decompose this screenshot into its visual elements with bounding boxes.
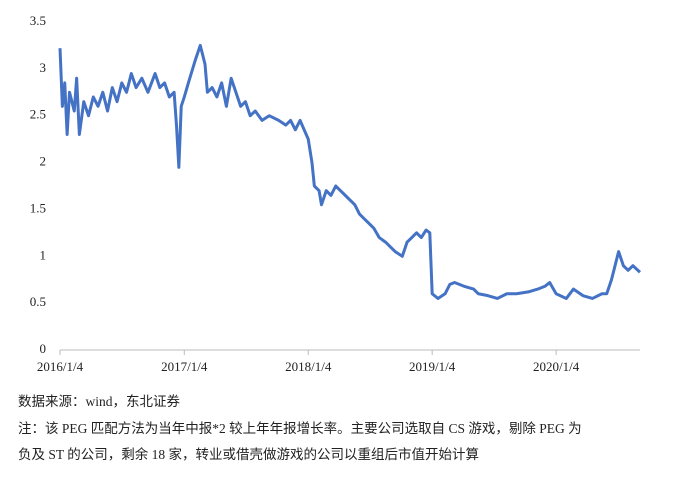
x-tick-label: 2016/1/4: [37, 359, 84, 374]
y-tick-label: 1.5: [30, 200, 46, 215]
y-tick-label: 2.5: [30, 107, 46, 122]
x-tick-label: 2020/1/4: [533, 359, 580, 374]
note: 负及 ST 的公司，剩余 18 家，转业或借壳做游戏的公司以重组后市值开始计算: [18, 446, 479, 462]
note: 注：该 PEG 匹配方法为当年中报*2 较上年年报增长率。主要公司选取自 CS …: [18, 420, 582, 436]
x-tick-label: 2017/1/4: [161, 359, 208, 374]
y-tick-label: 1: [40, 247, 47, 262]
y-tick-label: 3: [40, 60, 47, 75]
y-tick-label: 3.5: [30, 13, 46, 28]
x-tick-label: 2018/1/4: [285, 359, 332, 374]
y-tick-label: 2: [40, 154, 47, 169]
y-tick-label: 0.5: [30, 294, 46, 309]
line: [58, 43, 642, 300]
y-tick-label: 0: [40, 341, 47, 356]
x-tick-label: 2019/1/4: [409, 359, 456, 374]
source-note: 数据来源：wind，东北证券: [18, 394, 180, 409]
